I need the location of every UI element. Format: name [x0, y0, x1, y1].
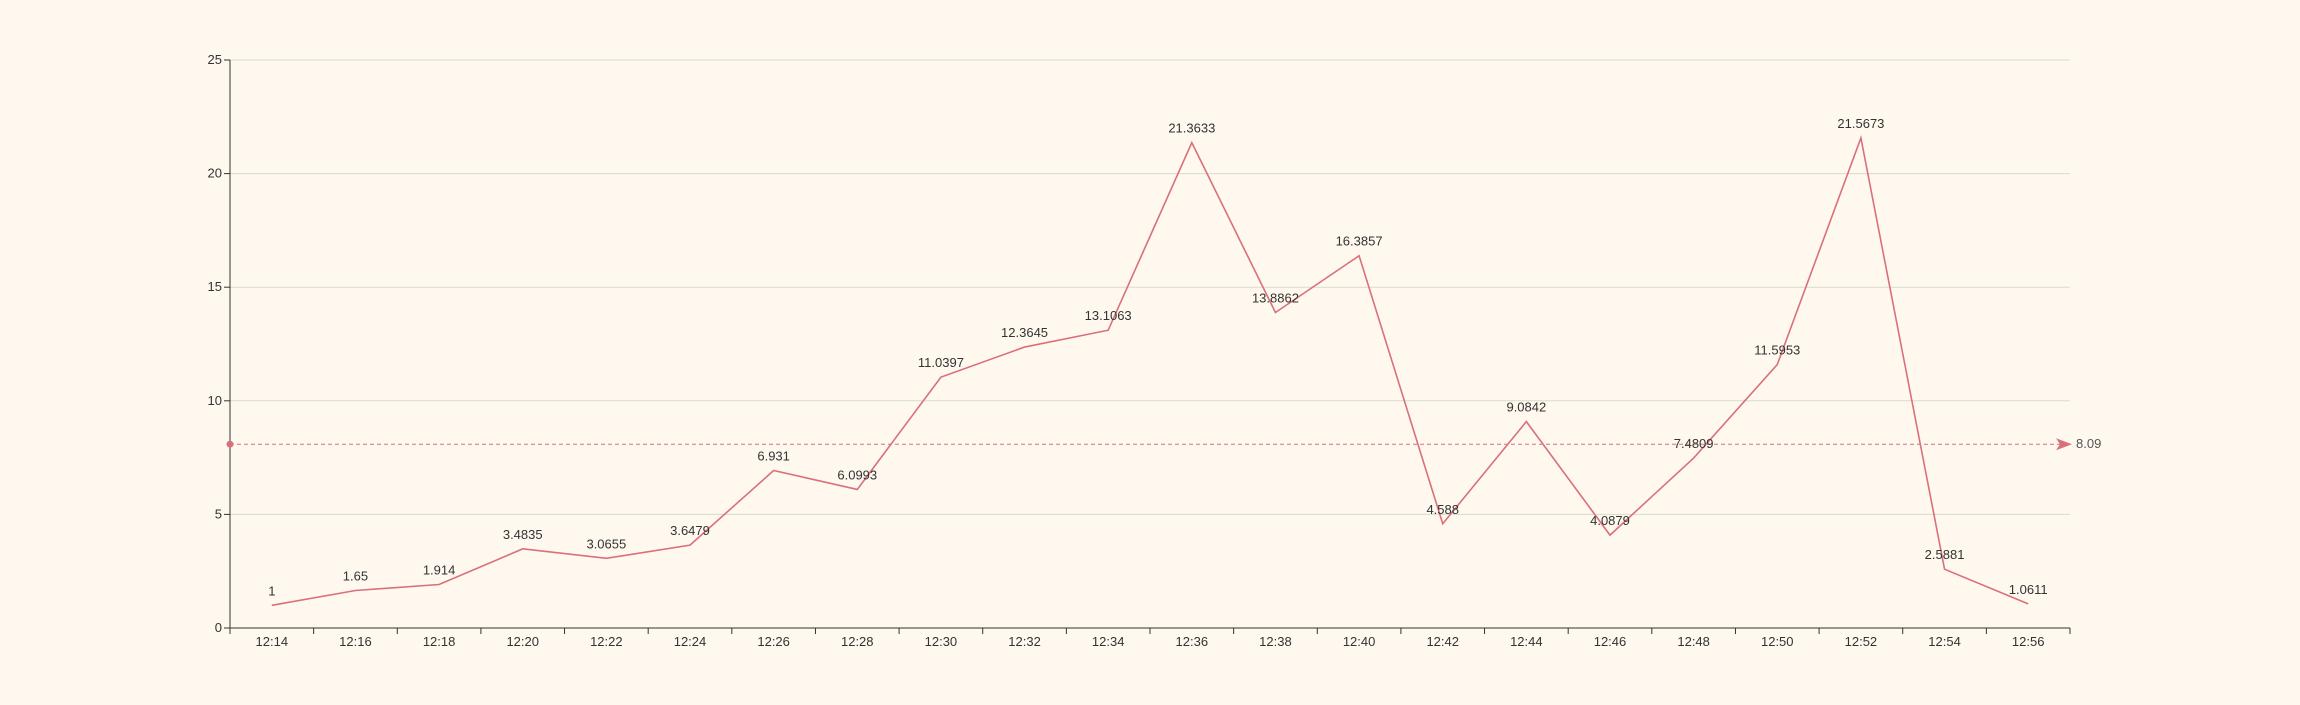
x-tick-label: 12:28 — [841, 634, 874, 649]
data-label: 9.0842 — [1506, 400, 1546, 415]
data-point — [2027, 603, 2029, 605]
data-label: 21.5673 — [1837, 116, 1884, 131]
data-label: 13.8862 — [1252, 291, 1299, 306]
x-tick-label: 12:42 — [1426, 634, 1459, 649]
data-point — [354, 590, 356, 592]
data-label: 6.931 — [757, 449, 790, 464]
data-point — [1024, 346, 1026, 348]
data-point — [1358, 255, 1360, 257]
data-label: 3.4835 — [503, 527, 543, 542]
x-tick-label: 12:36 — [1176, 634, 1209, 649]
data-point — [1191, 142, 1193, 144]
data-point — [1860, 137, 1862, 139]
x-tick-label: 12:52 — [1845, 634, 1878, 649]
x-tick-label: 12:48 — [1677, 634, 1710, 649]
x-tick-label: 12:40 — [1343, 634, 1376, 649]
x-tick-label: 12:20 — [506, 634, 539, 649]
y-tick-label: 20 — [208, 166, 222, 181]
data-point — [1442, 523, 1444, 525]
data-label: 7.4809 — [1674, 436, 1714, 451]
data-label: 4.588 — [1426, 502, 1459, 517]
data-point — [856, 488, 858, 490]
x-tick-label: 12:18 — [423, 634, 456, 649]
x-tick-label: 12:16 — [339, 634, 372, 649]
data-point — [605, 557, 607, 559]
grid-lines — [230, 59, 2070, 515]
x-tick-label: 12:22 — [590, 634, 623, 649]
x-tick-label: 12:44 — [1510, 634, 1543, 649]
axes: 0 5 10 15 20 25 12:14 12:16 12:18 12:20 12:22 12:24… — [208, 52, 2071, 649]
data-labels: 1 1.65 1.914 3.4835 3.0655 3.6479 6.931 6.0993 1… — [268, 116, 2047, 598]
x-tick-label: 12:38 — [1259, 634, 1292, 649]
y-tick-label: 5 — [215, 506, 222, 521]
x-tick-label: 12:26 — [757, 634, 790, 649]
data-label: 3.6479 — [670, 523, 710, 538]
x-tick-label: 12:50 — [1761, 634, 1794, 649]
data-point — [689, 544, 691, 546]
data-point — [1525, 421, 1527, 423]
x-tick-label: 12:56 — [2012, 634, 2045, 649]
x-tick-label: 12:14 — [256, 634, 289, 649]
data-label: 1.65 — [343, 569, 368, 584]
data-point — [1944, 568, 1946, 570]
y-tick-label: 0 — [215, 620, 222, 635]
data-point — [438, 584, 440, 586]
average-line-label: 8.09 — [2076, 436, 2101, 451]
data-label: 12.3645 — [1001, 325, 1048, 340]
data-label: 2.5881 — [1925, 547, 1965, 562]
data-point — [271, 604, 273, 606]
data-label: 3.0655 — [586, 536, 626, 551]
average-mark-line: 8.09 — [226, 436, 2101, 451]
x-tick-label: 12:46 — [1594, 634, 1627, 649]
series-line — [271, 135, 2029, 607]
average-line-start-dot — [226, 440, 234, 448]
x-tick-label: 12:34 — [1092, 634, 1125, 649]
data-point — [940, 376, 942, 378]
data-point — [1693, 457, 1695, 459]
data-point — [522, 548, 524, 550]
x-tick-label: 12:54 — [1928, 634, 1961, 649]
data-label: 1.914 — [423, 563, 456, 578]
y-tick-label: 25 — [208, 52, 222, 67]
x-tick-label: 12:24 — [674, 634, 707, 649]
data-point — [1274, 312, 1276, 314]
data-label: 1 — [268, 583, 275, 598]
average-line-arrow — [2056, 438, 2072, 451]
data-label: 11.0397 — [918, 355, 964, 370]
data-point — [1609, 534, 1611, 536]
data-point — [1107, 329, 1109, 331]
series-layer — [271, 135, 2029, 607]
data-label: 11.5953 — [1754, 343, 1800, 358]
data-point — [1776, 364, 1778, 366]
x-tick-label: 12:30 — [925, 634, 958, 649]
data-label: 16.3857 — [1336, 234, 1383, 249]
y-tick-label: 10 — [208, 393, 222, 408]
y-tick-label: 15 — [208, 279, 222, 294]
x-tick-label: 12:32 — [1008, 634, 1041, 649]
data-label: 6.0993 — [837, 467, 877, 482]
data-point — [773, 470, 775, 472]
data-label: 13.1063 — [1085, 308, 1132, 323]
data-label: 21.3633 — [1168, 121, 1215, 136]
data-label: 4.0879 — [1590, 513, 1630, 528]
data-label: 1.0611 — [2009, 582, 2048, 597]
